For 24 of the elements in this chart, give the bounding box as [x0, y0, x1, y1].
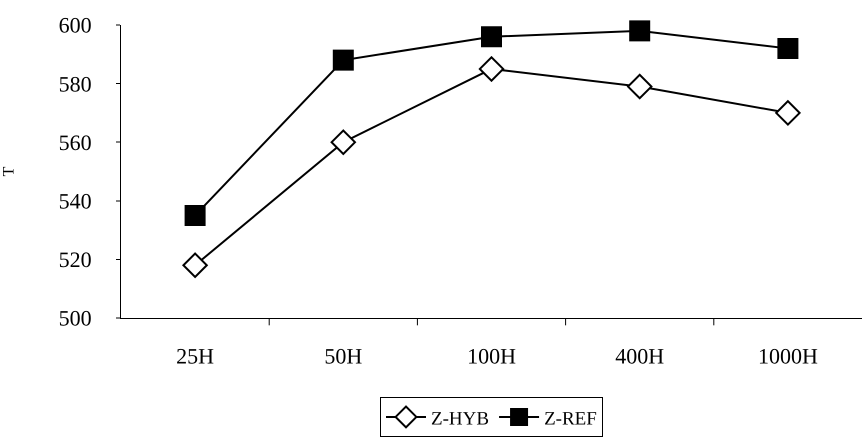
- point: [332, 50, 354, 71]
- point: [330, 130, 356, 155]
- y-tick-label: 580: [58, 71, 92, 96]
- y-tick-label: 600: [58, 12, 92, 38]
- legend-label: Z-HYB: [431, 408, 490, 430]
- point: [629, 20, 650, 42]
- point: [775, 100, 801, 126]
- point: [478, 56, 504, 82]
- y-tick-label: 520: [58, 247, 92, 272]
- x-tick-label: 50H: [324, 343, 362, 368]
- point: [627, 74, 652, 100]
- point: [182, 252, 208, 278]
- point: [184, 204, 206, 226]
- y-axis-title: T: [0, 166, 18, 176]
- point: [481, 26, 502, 48]
- x-tick-label: 400H: [615, 343, 664, 368]
- point: [777, 38, 798, 59]
- legend-label: Z-REF: [544, 408, 597, 430]
- x-tick-label: 100H: [467, 343, 516, 368]
- x-tick-label: 1000H: [758, 343, 818, 368]
- x-tick-label: 25H: [176, 343, 214, 368]
- y-tick-label: 500: [58, 306, 92, 331]
- y-tick-label: 540: [58, 188, 92, 214]
- y-tick-label: 560: [58, 130, 92, 155]
